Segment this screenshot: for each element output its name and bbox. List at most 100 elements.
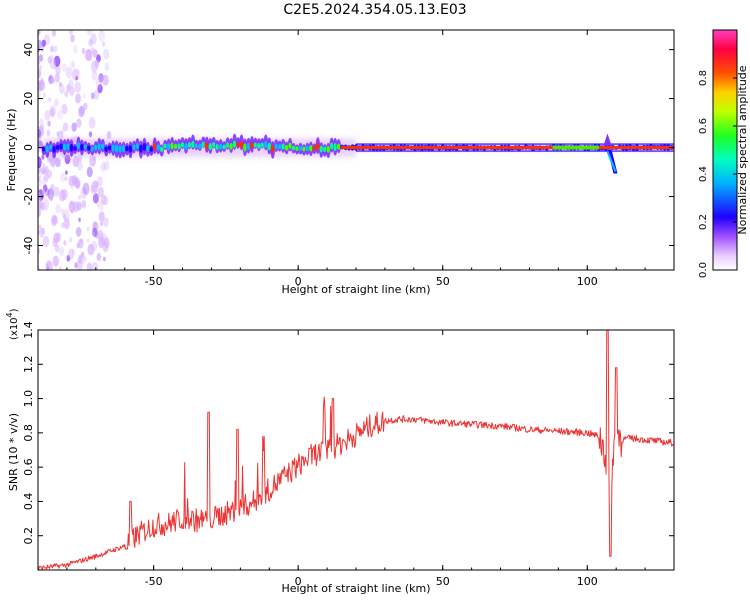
spectrogram-band-core [302,146,306,152]
spectrogram-band-core [62,143,67,151]
spectrogram-noise-blob [48,193,54,202]
spectrogram-band-core [222,144,226,150]
spectrogram-band-core [73,146,77,151]
spectrogram-band-core [270,145,275,153]
spectrogram-band-core [243,143,247,152]
spectrogram-noise-blob [88,131,93,138]
spectrogram-band-core [97,143,102,151]
spectrogram-noise-blob [80,187,87,200]
colorbar-tick-label: 0.6 [698,118,709,134]
spectrogram-noise-blob [51,30,57,37]
spectrogram-noise-blob [50,109,54,116]
spectrogram-band-core [142,143,147,151]
spectrogram-band-core [329,142,334,150]
spectrogram-noise-blob [38,208,41,218]
spectrogram-noise-blob [96,203,100,208]
spectrogram-noise-blob [97,229,104,241]
spectrogram-noise-blob [50,215,58,227]
spectrogram-noise-blob [71,174,77,185]
spectrogram-band-core [52,145,56,153]
spectrogram-noise-blob [65,66,73,79]
spectrogram-band-core [76,142,81,150]
spectrogram-band-core [177,143,181,150]
spectrogram-band-core [260,142,265,148]
colorbar-tick-label: 0.0 [698,262,709,278]
spectrogram-noise-blob [82,182,90,195]
spectrogram-band-core [170,142,174,150]
spectrogram-band-core [59,143,63,150]
spectrogram-noise-blob [38,198,43,209]
spectrogram-band-core [208,142,213,151]
spectrogram-noise-blob [61,63,67,73]
spectrogram-noise-blob [92,49,98,58]
spectrogram-noise-blob [77,238,84,249]
spectrogram-band-core [281,143,285,150]
spectrogram-x-tick-label: 0 [295,275,302,288]
spectrogram-noise-blob [53,186,60,198]
spectrogram-band-core [312,145,317,151]
spectrogram-noise-blob [81,200,87,209]
spectrogram-noise-blob [55,157,61,168]
spectrogram-noise-blob [69,237,73,243]
spectrogram-noise-blob [89,154,97,167]
spectrogram-band-core [132,144,136,151]
spectrogram-band-core [229,143,233,150]
spectrogram-band-core [90,146,95,152]
spectrogram-y-label: Frequency (Hz) [5,109,18,192]
spectrogram-band-core [264,140,268,149]
spectrogram-noise-blob [71,122,77,132]
spectrogram-noise-blob [41,154,45,160]
spectrogram-noise-blob [90,184,96,194]
spectrogram-noise-blob [80,251,85,258]
spectrogram-noise-blob [38,207,41,215]
spectrogram-noise-blob [91,240,98,251]
spectrogram-noise-blob [75,93,81,104]
spectrogram-noise-blob [64,90,69,98]
spectrogram-noise-blob [41,176,47,186]
spectrogram-band-core [253,142,258,148]
spectrogram-noise-blob [75,226,82,237]
spectrogram-noise-blob [52,78,56,84]
spectrogram-noise-blob [60,208,65,216]
spectrogram-noise-blob [41,188,46,196]
spectrogram-noise-blob [103,160,110,171]
spectrogram-noise-blob [38,30,42,36]
snr-x-tick-label: 100 [577,575,598,588]
spectrogram-noise-blob [63,240,67,246]
colorbar-tick-label: 0.2 [698,214,709,230]
spectrogram-noise-blob [87,243,95,256]
spectrogram-y-tick-label: 20 [22,92,35,106]
spectrogram-noise-blob [86,166,93,178]
snr-y-axis: 0.2 0.4 0.6 0.8 1.0 1.2 1.4 [22,321,674,544]
spectrogram-noise-blob [45,262,50,269]
spectrogram-noise-blob [71,249,75,254]
spectrogram-noise-blob [44,165,49,174]
spectrogram-band-core [239,140,244,149]
spectrogram-band-core [191,140,195,148]
spectrogram-noise-blob [60,172,66,183]
spectrogram-noise-blob [83,93,86,99]
spectrogram-noise-blob [83,102,88,111]
spectrogram-plot [38,30,674,270]
spectrogram-band-core [274,143,279,150]
spectrogram-noise-blob [54,98,59,107]
spectrogram-noise-blob [41,39,46,48]
spectrogram-band-core [152,142,157,151]
spectrogram-band-core [225,142,230,148]
spectrogram-band-core [326,145,331,153]
spectrogram-noise-blob [42,92,47,99]
spectrogram-noise-blob [103,48,110,60]
snr-plot [38,330,674,570]
spectrogram-noise-blob [38,145,41,153]
spectrogram-band-core [298,145,303,151]
spectrogram-noise-blob [39,64,42,70]
spectrogram-band-core [121,145,126,153]
snr-x-axis: -50 0 50 100 [37,330,675,588]
spectrogram-noise-blob [99,30,103,33]
svg-text:(x104): (x104) [5,308,20,340]
snr-x-tick-label: 50 [436,575,450,588]
spectrogram-noise-blob [70,185,74,190]
spectrogram-noise-blob [40,227,45,235]
spectrogram-band-core [128,145,133,153]
spectrogram-noise-blob [47,56,52,64]
